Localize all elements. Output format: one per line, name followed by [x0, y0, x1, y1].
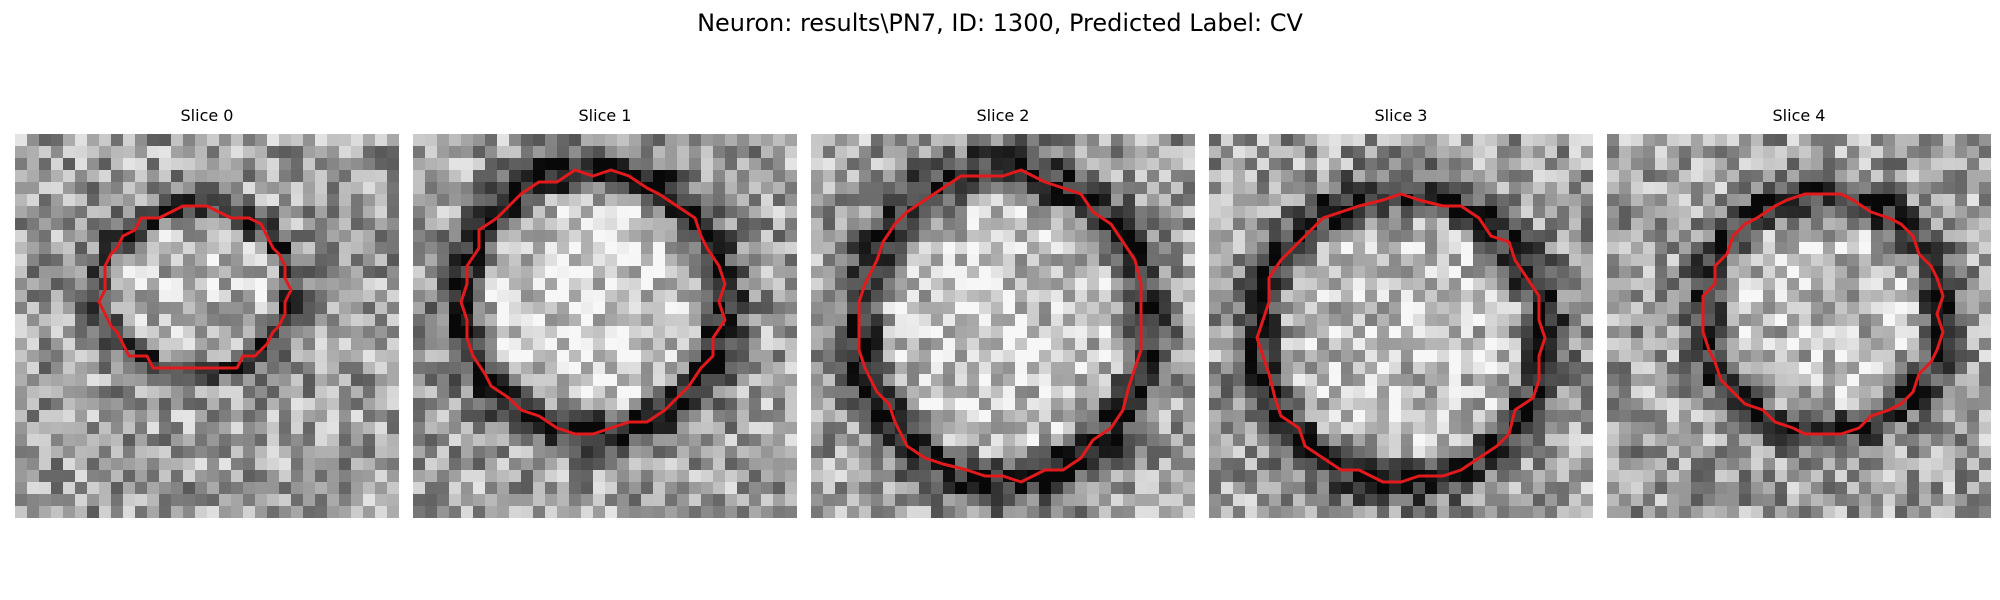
slice-image — [15, 134, 399, 518]
figure-title: Neuron: results\PN7, ID: 1300, Predicted… — [697, 9, 1303, 37]
pixel-grid — [15, 134, 399, 518]
pixel-grid — [413, 134, 797, 518]
segmentation-contour — [857, 168, 1143, 484]
segmentation-contour — [1701, 192, 1945, 436]
slice-title: Slice 0 — [180, 106, 234, 125]
segmentation-contour — [97, 204, 293, 370]
pixel-grid — [811, 134, 1195, 518]
slice-image — [1209, 134, 1593, 518]
slice-image — [1607, 134, 1991, 518]
slice-title: Slice 3 — [1374, 106, 1428, 125]
pixel-grid — [1607, 134, 1991, 518]
segmentation-contour — [459, 168, 727, 436]
pixel-grid — [1209, 134, 1593, 518]
segmentation-contour — [1255, 192, 1547, 484]
slice-image — [413, 134, 797, 518]
slice-title: Slice 1 — [578, 106, 632, 125]
slice-image — [811, 134, 1195, 518]
slice-title: Slice 2 — [976, 106, 1030, 125]
slice-title: Slice 4 — [1772, 106, 1826, 125]
